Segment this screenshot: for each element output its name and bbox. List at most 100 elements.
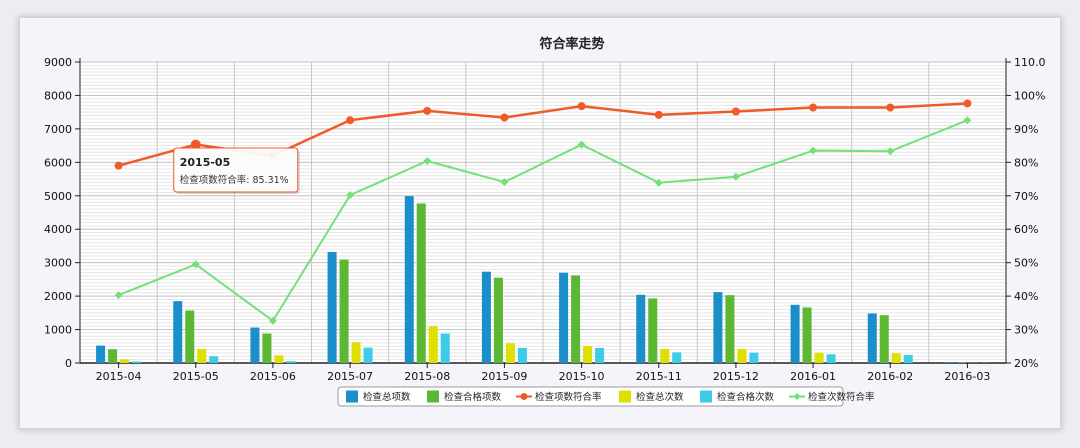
bar-2 xyxy=(725,295,735,363)
chart-title: 符合率走势 xyxy=(539,36,604,52)
bar-4 xyxy=(274,355,284,363)
bar-2 xyxy=(802,307,812,363)
line-point-3 xyxy=(577,102,586,111)
y-right-tick-label: 110.0 xyxy=(1014,56,1046,69)
line-point-3 xyxy=(346,116,355,125)
y-left-tick-label: 5000 xyxy=(44,190,72,203)
bar-2 xyxy=(648,298,658,363)
legend-swatch-2 xyxy=(427,390,439,403)
bar-5 xyxy=(517,347,527,363)
tooltip xyxy=(173,147,299,193)
series-line-6 xyxy=(118,119,968,323)
x-tick-label: 2015-12 xyxy=(713,370,759,383)
bar-2 xyxy=(493,277,503,363)
tooltip-text: 检查项数符合率: 85.31% xyxy=(180,174,289,186)
bar-2 xyxy=(416,203,426,363)
bar-4 xyxy=(583,345,593,363)
y-right-tick-label: 60% xyxy=(1014,223,1038,236)
x-tick-label: 2015-06 xyxy=(250,370,296,383)
y-left-tick-label: 4000 xyxy=(44,223,72,236)
line-point-6 xyxy=(809,146,818,155)
bar-5 xyxy=(132,361,142,363)
bar-2 xyxy=(262,333,272,363)
bar-4 xyxy=(891,353,901,363)
y-left-tick-label: 9000 xyxy=(44,56,72,69)
bar-1 xyxy=(96,345,106,363)
bar-4 xyxy=(351,342,361,363)
y-left-tick-label: 8000 xyxy=(44,89,72,102)
bar-1 xyxy=(173,301,183,363)
y-left-tick-label: 6000 xyxy=(44,156,72,169)
legend-label: 检查合格项数 xyxy=(444,391,502,403)
bar-2 xyxy=(956,362,966,363)
bar-1 xyxy=(636,294,646,363)
bar-4 xyxy=(505,343,515,363)
bar-1 xyxy=(944,362,954,363)
y-right-tick-label: 50% xyxy=(1014,257,1038,270)
line-point-3 xyxy=(500,113,509,122)
y-left-tick-label: 2000 xyxy=(44,290,72,303)
line-point-6 xyxy=(886,147,895,156)
y-left-tick-label: 3000 xyxy=(44,257,72,270)
bar-1 xyxy=(559,272,569,363)
line-point-3 xyxy=(963,99,972,108)
bar-5 xyxy=(826,354,836,363)
bar-2 xyxy=(339,259,349,363)
bar-1 xyxy=(404,196,414,363)
y-right-tick-label: 90% xyxy=(1014,123,1038,136)
line-point-3 xyxy=(809,103,818,112)
legend-label: 检查总项数 xyxy=(363,391,411,403)
x-tick-label: 2015-11 xyxy=(636,370,682,383)
bar-2 xyxy=(879,315,889,363)
chart-panel: 符合率走势 0 1000 2000 3000 4000 5000 6000 7000 8000 9… xyxy=(20,18,1060,428)
line-point-3 xyxy=(654,110,663,119)
legend xyxy=(337,386,844,407)
legend-label: 检查总次数 xyxy=(636,391,684,403)
line-point-6 xyxy=(191,260,200,269)
bar-1 xyxy=(790,304,800,363)
line-point-6 xyxy=(423,156,432,165)
line-point-6 xyxy=(114,291,123,300)
line-point-6 xyxy=(268,316,277,325)
combo-chart: 符合率走势 0 1000 2000 3000 4000 5000 6000 7000 8000 9… xyxy=(44,36,1046,407)
bar-4 xyxy=(814,352,824,363)
bar-4 xyxy=(428,326,438,363)
bar-5 xyxy=(595,347,605,363)
legend-swatch-5 xyxy=(700,390,712,403)
legend-swatch-1 xyxy=(346,390,358,403)
bar-5 xyxy=(903,354,913,363)
line-point-3 xyxy=(731,107,740,116)
bar-1 xyxy=(867,313,877,363)
legend-marker-6 xyxy=(793,393,801,400)
bar-5 xyxy=(672,352,682,363)
x-tick-label: 2016-01 xyxy=(790,370,836,383)
bar-5 xyxy=(363,347,373,363)
line-point-6 xyxy=(500,178,509,187)
bar-1 xyxy=(250,327,260,363)
bar-1 xyxy=(713,292,723,363)
line-point-3 xyxy=(114,161,123,170)
x-tick-label: 2015-05 xyxy=(173,370,219,383)
bar-2 xyxy=(108,349,118,363)
line-point-6 xyxy=(963,116,972,125)
bar-5 xyxy=(749,352,759,363)
bar-4 xyxy=(197,348,207,363)
x-tick-label: 2015-09 xyxy=(481,370,527,383)
bar-4 xyxy=(120,359,130,363)
bar-1 xyxy=(327,251,337,363)
line-point-3 xyxy=(423,106,432,115)
y-left-tick-label: 0 xyxy=(65,357,72,370)
y-left-tick-label: 1000 xyxy=(44,324,72,337)
line-point-3 xyxy=(886,103,895,112)
bar-5 xyxy=(209,356,219,363)
legend-label: 检查次数符合率 xyxy=(808,391,875,403)
x-tick-label: 2015-08 xyxy=(404,370,450,383)
y-right-tick-label: 100% xyxy=(1014,89,1045,102)
bar-4 xyxy=(737,348,747,363)
x-tick-label: 2015-04 xyxy=(96,370,142,383)
legend-swatch-4 xyxy=(619,390,631,403)
y-left-tick-label: 7000 xyxy=(44,123,72,136)
bar-2 xyxy=(571,275,581,363)
line-point-6 xyxy=(346,191,355,200)
bar-5 xyxy=(440,333,450,363)
